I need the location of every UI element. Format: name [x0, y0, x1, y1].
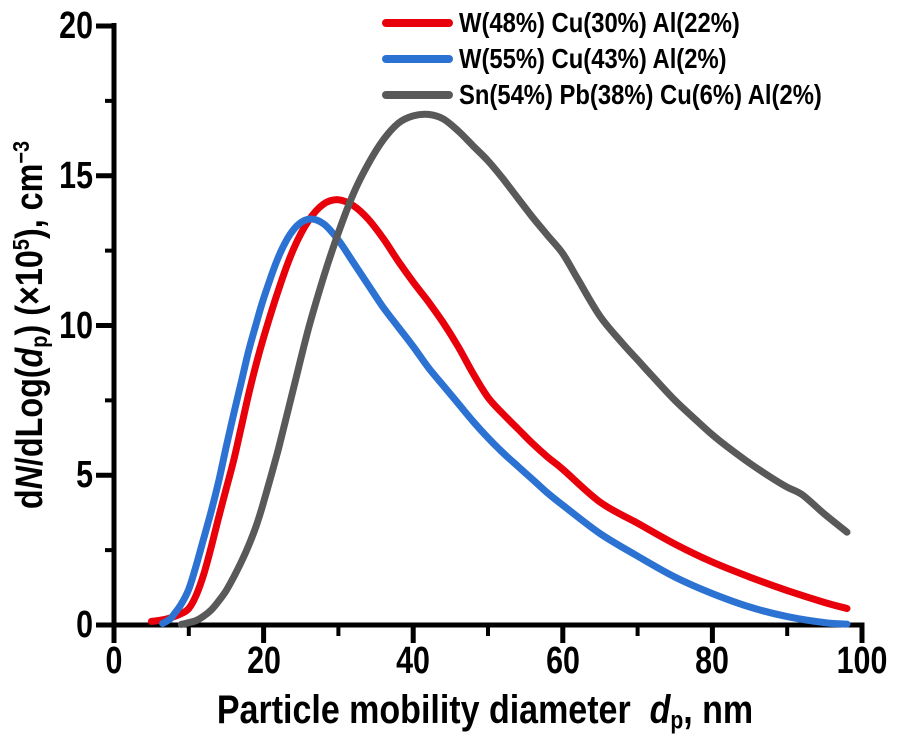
series-curve-0	[147, 196, 851, 625]
label-segment: , nm	[683, 688, 754, 732]
legend-label: Sn(54%) Pb(38%) Cu(6%) Al(2%)	[459, 79, 822, 110]
y-tick-label: 15	[59, 154, 93, 197]
legend-swatch-blue	[382, 55, 453, 63]
x-tick-label: 0	[105, 640, 123, 682]
x-tick-label: 20	[246, 640, 281, 682]
y-tick-label: 10	[59, 304, 93, 347]
x-tick-label: 100	[836, 640, 888, 682]
label-segment: d	[8, 347, 51, 368]
y-tick-label: 20	[59, 5, 93, 47]
x-tick-label: 60	[545, 640, 580, 682]
series-curve-2	[177, 110, 851, 628]
x-tick-label: 40	[396, 640, 431, 682]
label-segment: d	[649, 688, 671, 732]
y-tick-label: 0	[76, 604, 93, 646]
x-tick-label: 80	[695, 640, 730, 682]
legend-swatch-gray	[382, 91, 453, 99]
legend-label: W(48%) Cu(30%) Al(22%)	[459, 7, 740, 38]
legend-item-0: W(48%) Cu(30%) Al(22%)	[382, 9, 789, 37]
x-axis-title: Particle mobility diameter dp, nm	[217, 688, 753, 735]
label-segment: 5	[7, 239, 34, 251]
y-tick-label: 5	[76, 454, 93, 497]
legend-swatch-red	[382, 19, 453, 27]
label-segment: p	[670, 707, 684, 735]
label-segment: Particle mobility diameter	[216, 688, 650, 732]
legend-item-2: Sn(54%) Pb(38%) Cu(6%) Al(2%)	[382, 81, 886, 109]
legend-label: W(55%) Cu(43%) Al(2%)	[459, 43, 727, 74]
legend-item-1: W(55%) Cu(43%) Al(2%)	[382, 45, 774, 73]
label-segment: /dLog(	[8, 367, 51, 467]
series-curve-1	[159, 215, 851, 628]
